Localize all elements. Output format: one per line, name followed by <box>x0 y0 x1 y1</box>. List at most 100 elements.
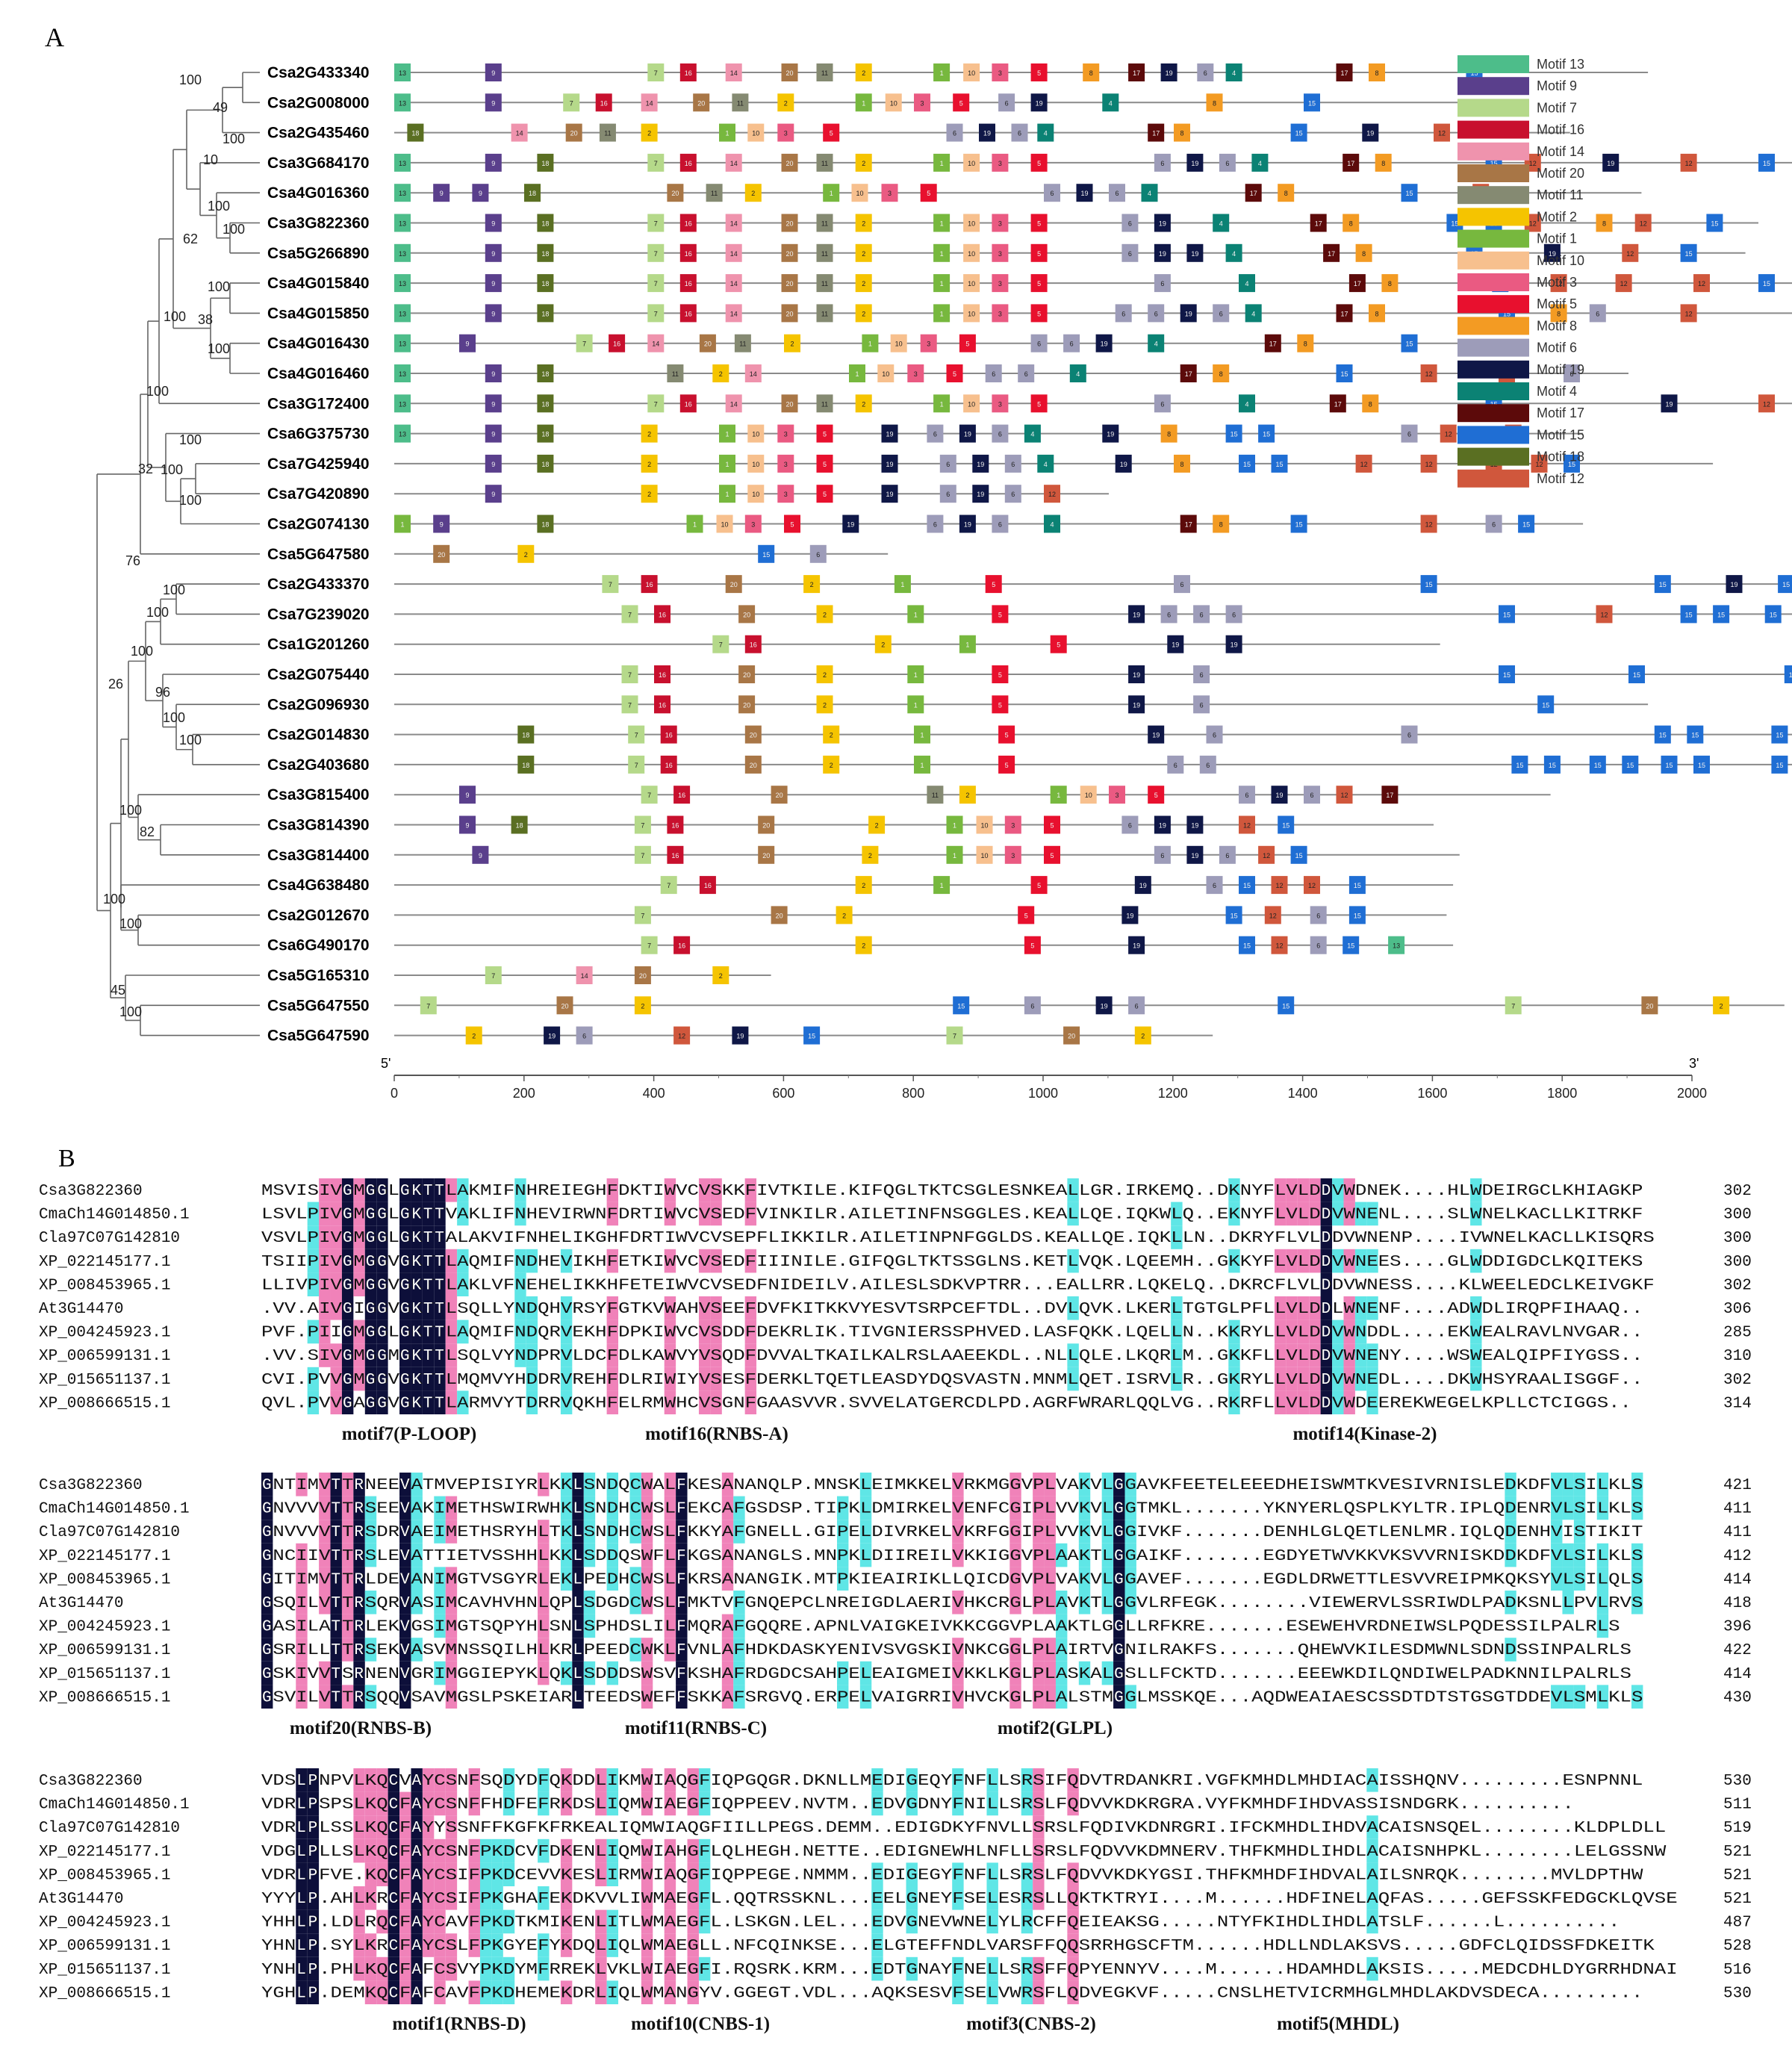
motif-box <box>1063 334 1080 352</box>
motif-box <box>933 876 951 895</box>
legend-swatch <box>1457 382 1529 400</box>
bootstrap-value: 82 <box>140 824 155 839</box>
conserved-residue: P <box>308 1938 318 1955</box>
conservation-shade <box>319 1567 331 1591</box>
species-name: XP_004245923.1 <box>39 1619 170 1636</box>
conservation-shade <box>1033 1638 1045 1662</box>
conservation-shade <box>606 1178 619 1202</box>
conserved-residue: K <box>411 1254 421 1271</box>
conservation-shade <box>676 1543 688 1567</box>
motif-box-label: 11 <box>604 130 611 137</box>
conservation-shade <box>422 1202 435 1226</box>
conservation-shade <box>1044 1520 1056 1544</box>
motif-box <box>744 515 762 533</box>
motif-box <box>654 605 671 624</box>
motif-box-label: 15 <box>1243 461 1251 468</box>
conservation-shade <box>1562 1473 1574 1496</box>
motif-box-label: 19 <box>1549 250 1556 258</box>
conservation-shade <box>1078 1543 1091 1567</box>
motif-box-label: 10 <box>968 160 975 167</box>
conserved-residue: T <box>435 1254 444 1271</box>
motif-box <box>771 906 788 924</box>
conservation-shade <box>1309 1296 1321 1320</box>
conserved-residue: G <box>366 1325 376 1342</box>
sequence-row: MSVISIVGMGGLGKTTLAKMIFNHREIEGHFDKTIWVCVS… <box>261 1183 1643 1200</box>
motif-box <box>1186 153 1204 172</box>
motif-box-label: 9 <box>491 220 495 228</box>
motif-box-label: 2 <box>830 762 833 769</box>
motif-box-label: 13 <box>399 250 406 258</box>
conservation-shade <box>698 1178 711 1202</box>
conservation-shade <box>676 1473 688 1496</box>
gene-row: Csa3G814390 9 18 7 16 20 2 1 10 3 5 6 19 19 12 15 <box>267 815 1434 834</box>
motif-box-label: 19 <box>886 461 893 468</box>
conservation-shade <box>376 1225 388 1249</box>
motif-box-label: 15 <box>1275 461 1283 468</box>
motif-box <box>781 214 798 232</box>
conserved-residue: D <box>1322 1230 1331 1247</box>
conserved-residue: G <box>1114 1477 1124 1494</box>
gene-row: Csa2G008000 13 9 7 16 14 20 11 2 1 10 3 5 6 19 4 8 15 <box>267 93 1460 112</box>
motif-box-label: 14 <box>730 400 738 408</box>
conservation-shade <box>572 1638 584 1662</box>
motif-box-label: 19 <box>1366 130 1374 137</box>
motif-box-label: 3 <box>998 310 1002 317</box>
residue-count: 521 <box>1723 1891 1752 1908</box>
conserved-residue: G <box>262 1501 272 1518</box>
motif-box <box>1343 214 1360 232</box>
conserved-residue: D <box>1322 1395 1331 1412</box>
conservation-shade <box>664 1543 676 1567</box>
motif-box-label: 13 <box>399 370 406 378</box>
motif-box-label: 20 <box>750 732 757 739</box>
conservation-shade <box>434 1496 446 1520</box>
sequence-row: GSVILVTTRSQQVSAVMGSLPSKEIARLTEEDSWEFFSKK… <box>261 1689 1643 1706</box>
gene-name: Csa7G425940 <box>267 456 370 473</box>
motif-box <box>537 274 554 293</box>
motif-box-label: 14 <box>730 69 738 77</box>
conservation-shade <box>664 1496 676 1520</box>
motif-box-label: 13 <box>399 190 406 197</box>
motif-box <box>1219 153 1236 172</box>
motif-box <box>1388 936 1405 954</box>
motif-box-label: 17 <box>1354 280 1361 287</box>
conserved-residue: T <box>332 1477 341 1494</box>
conserved-residue: T <box>435 1325 444 1342</box>
motif-box-label: 7 <box>641 822 644 830</box>
gene-row: Csa4G015850 13 9 18 7 16 14 20 11 2 1 10 3 5 6 6 19 6 4 17 8… <box>267 304 1792 323</box>
conservation-shade <box>676 1520 688 1544</box>
motif-box <box>946 815 963 834</box>
motif-box-label: 20 <box>730 581 738 588</box>
conservation-shade <box>353 1496 365 1520</box>
motif-box-label: 3 <box>1115 792 1119 799</box>
conserved-residue: G <box>1114 1619 1124 1636</box>
motif-box-label: 7 <box>654 250 658 258</box>
motif-box-label: 16 <box>613 341 620 348</box>
conserved-residue: T <box>423 1395 433 1412</box>
motif-box <box>1628 665 1645 683</box>
motif-box-label: 19 <box>1665 400 1673 408</box>
conservation-shade <box>445 1296 458 1320</box>
conservation-shade <box>422 1249 435 1273</box>
conserved-residue: G <box>366 1372 376 1389</box>
motif-box-label: 12 <box>1438 130 1446 137</box>
motif-box <box>1596 214 1613 232</box>
motif-box <box>744 755 762 774</box>
motif-box <box>963 63 980 81</box>
motif-box-label: 20 <box>743 701 750 709</box>
motif-box-label: 5 <box>998 701 1002 709</box>
conservation-shade <box>733 1591 745 1614</box>
motif-box-label: 12 <box>678 1033 685 1040</box>
conservation-shade <box>572 1685 584 1709</box>
conservation-shade <box>341 1319 354 1344</box>
conservation-shade <box>1044 1685 1056 1709</box>
sequence-row: YHHLP.LDLRQCFAYCAVFPKDTKMIKENLITLWMAEGFL… <box>261 1915 1620 1932</box>
motif-box <box>939 485 956 503</box>
conserved-residue: G <box>377 1277 387 1294</box>
conservation-shade <box>399 1202 411 1226</box>
motif-box-label: 12 <box>1425 370 1433 378</box>
conserved-residue: L <box>573 1642 582 1659</box>
conserved-residue: L <box>296 1820 306 1837</box>
gene-row: Csa7G425940 9 18 2 1 10 3 5 19 6 19 6 4 19 8 15 15 12 12 12… <box>267 454 1714 473</box>
motif-box-label: 2 <box>647 491 651 498</box>
conserved-residue: G <box>400 1183 410 1200</box>
